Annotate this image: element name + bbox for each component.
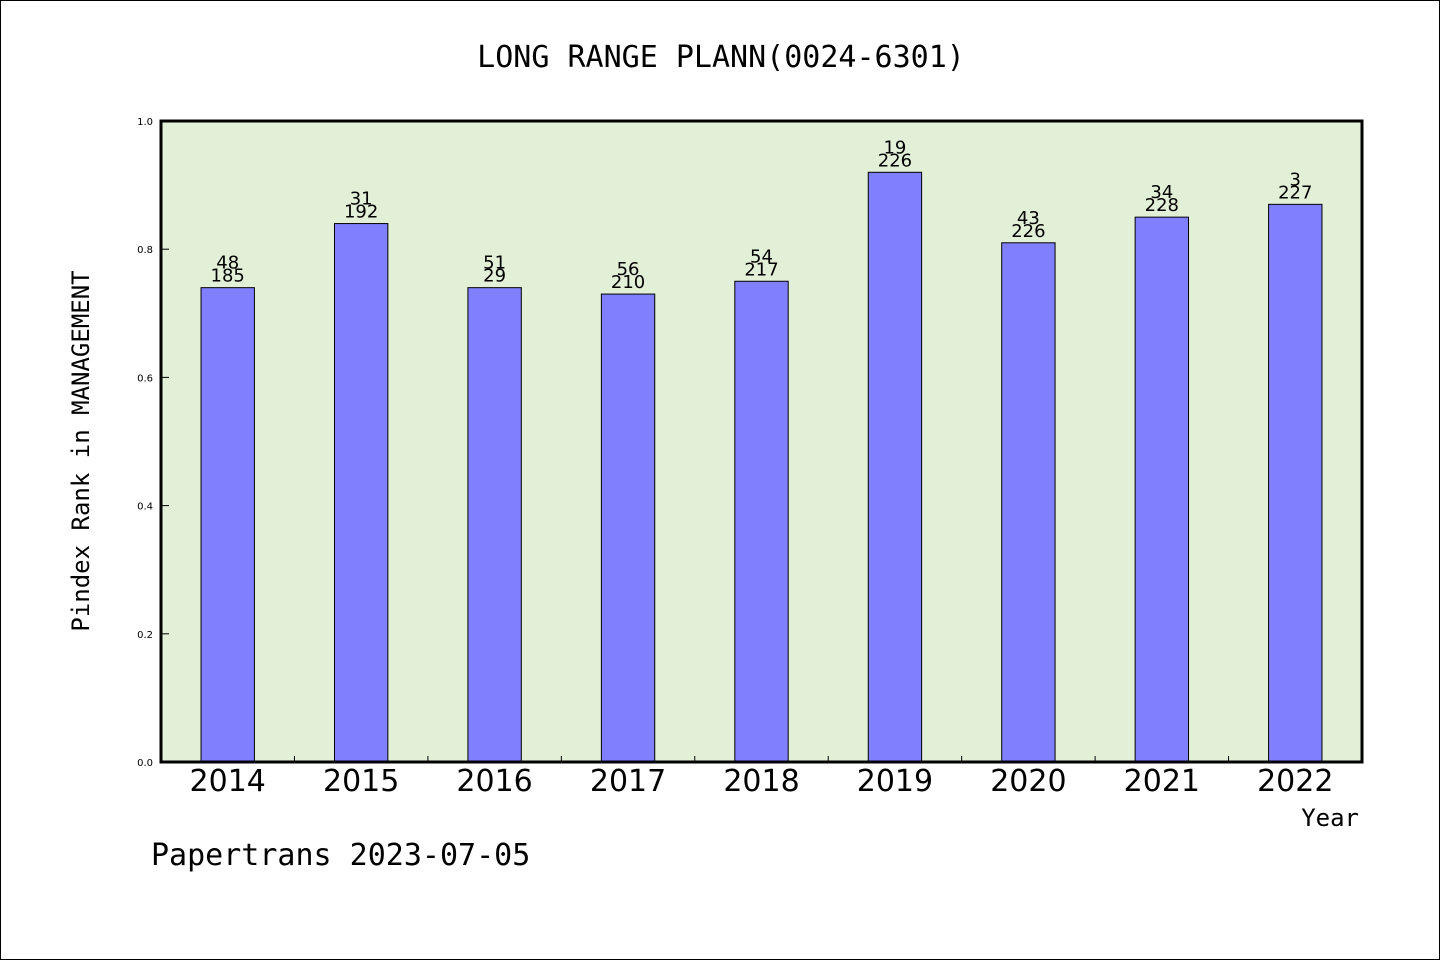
bar-label-top: 31: [350, 189, 373, 210]
x-axis-label: Year: [1301, 804, 1359, 832]
bar-2020: [1001, 242, 1056, 763]
x-tick-labels: 2014 2015 2016 2017 2018 2019 2020 2021 2022: [190, 764, 1334, 799]
y-tick-labels: 0.0 0.2 0.4 0.6 0.8 1.0: [137, 117, 153, 769]
x-tick-label: 2015: [323, 764, 399, 799]
x-tick-label: 2021: [1124, 764, 1200, 799]
bar-label-bottom: 226: [1011, 221, 1045, 242]
y-tick-label: 0.4: [137, 502, 153, 513]
x-tick-label: 2020: [990, 764, 1066, 799]
bar-label-bottom: 227: [1278, 182, 1312, 203]
bar-2015: [333, 223, 389, 763]
x-tick-label: 2014: [190, 764, 266, 799]
y-tick-label: 0.8: [137, 245, 153, 256]
y-tick-label: 0.0: [137, 758, 153, 769]
footer-credit: Papertrans 2023-07-05: [151, 838, 530, 873]
bar-label-top: 3: [1290, 169, 1301, 190]
y-axis-label: Pindex Rank in MANAGEMENT: [67, 270, 95, 631]
y-tick-label: 0.2: [137, 630, 153, 641]
bar-label-top: 34: [1150, 182, 1173, 203]
bar-label-bottom: 226: [878, 150, 912, 171]
x-tick-label: 2018: [723, 764, 799, 799]
bar-2021: [1134, 216, 1190, 763]
bar-label-bottom: 185: [211, 266, 245, 287]
bar-2016: [467, 287, 522, 763]
bars-group: [200, 171, 1323, 763]
bar-label-top: 54: [750, 246, 773, 267]
bar-label-bottom: 210: [611, 272, 645, 293]
bar-2017: [600, 293, 656, 763]
bar-2018: [734, 280, 789, 763]
y-tick-label: 0.6: [137, 373, 153, 384]
x-tick-label: 2017: [590, 764, 666, 799]
bar-label-bottom: 29: [483, 266, 506, 287]
bar-label-top: 43: [1017, 208, 1040, 229]
x-tick-label: 2019: [857, 764, 933, 799]
x-tick-label: 2016: [456, 764, 532, 799]
bar-label-top: 51: [483, 253, 506, 274]
bar-2022: [1268, 203, 1323, 763]
y-tick-label: 1.0: [137, 117, 153, 128]
x-tick-label: 2022: [1257, 764, 1333, 799]
chart-title: LONG RANGE PLANN(0024-6301): [477, 40, 965, 75]
bar-label-top: 48: [216, 253, 239, 274]
bar-label-top: 56: [617, 259, 640, 280]
bar-label-top: 19: [883, 137, 906, 158]
bar-label-bottom: 228: [1145, 195, 1179, 216]
bar-label-bottom: 217: [744, 259, 778, 280]
bar-2019: [867, 171, 923, 763]
plot-border: [159, 119, 1364, 764]
bar-2014: [200, 287, 255, 763]
bar-label-bottom: 192: [344, 202, 378, 223]
